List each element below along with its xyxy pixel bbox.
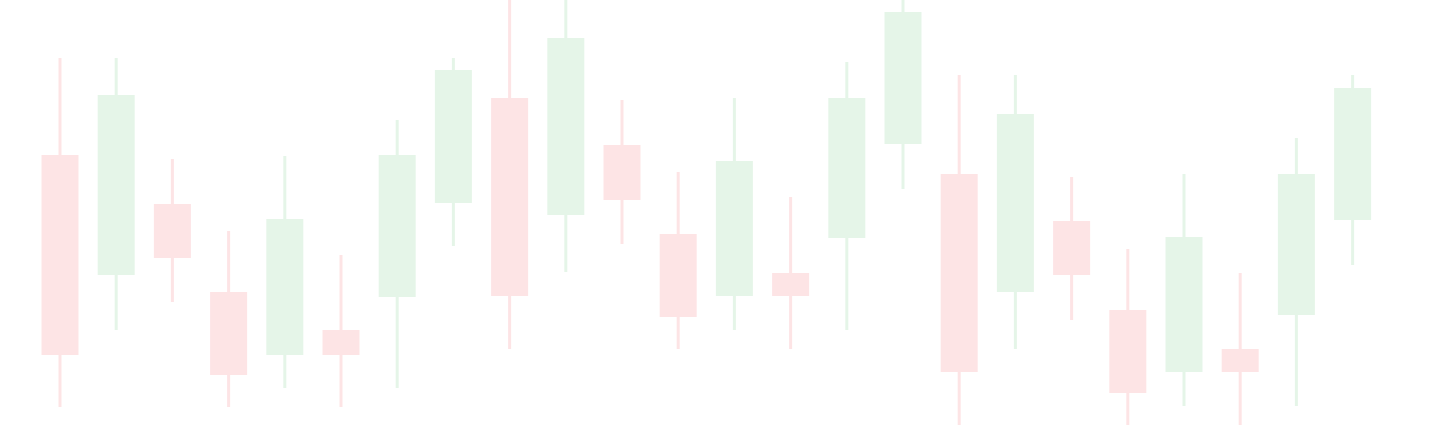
candle-up: [547, 0, 585, 272]
candle-body: [547, 38, 585, 215]
candle-body: [1165, 237, 1203, 372]
candle-up: [1277, 138, 1315, 406]
candle-body: [659, 234, 697, 317]
candle-up: [97, 58, 135, 330]
candle-body: [940, 174, 978, 372]
candle-up: [434, 58, 472, 246]
candle-body: [41, 155, 79, 355]
candle-up: [996, 75, 1034, 349]
candle-up: [715, 98, 753, 330]
candle-up: [1334, 75, 1372, 265]
candle-down: [940, 75, 978, 425]
candle-body: [266, 219, 304, 355]
candle-body: [772, 273, 810, 296]
candle-body: [603, 145, 641, 200]
candle-down: [603, 100, 641, 244]
candle-body: [828, 98, 866, 238]
candle-down: [322, 255, 360, 407]
candle-body: [1221, 349, 1259, 372]
candle-down: [1053, 177, 1091, 320]
candle-down: [41, 58, 79, 407]
candle-up: [828, 62, 866, 330]
candle-down: [491, 0, 529, 349]
candle-down: [1109, 249, 1147, 425]
candle-up: [1165, 174, 1203, 406]
candle-body: [1277, 174, 1315, 315]
candle-body: [97, 95, 135, 275]
candle-body: [1109, 310, 1147, 393]
candle-body: [884, 12, 922, 144]
candle-body: [153, 204, 191, 258]
candle-down: [210, 231, 248, 407]
candle-body: [1334, 88, 1372, 220]
candle-body: [715, 161, 753, 296]
candle-body: [378, 155, 416, 297]
candle-up: [378, 120, 416, 388]
candle-up: [884, 0, 922, 189]
candle-down: [1221, 273, 1259, 425]
candle-body: [491, 98, 529, 296]
candle-body: [1053, 221, 1091, 275]
candle-down: [772, 197, 810, 349]
candle-down: [153, 159, 191, 302]
candle-body: [996, 114, 1034, 292]
candle-down: [659, 172, 697, 349]
candle-body: [322, 330, 360, 355]
candle-body: [210, 292, 248, 375]
candle-body: [434, 70, 472, 203]
candle-up: [266, 156, 304, 388]
